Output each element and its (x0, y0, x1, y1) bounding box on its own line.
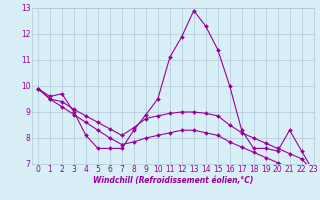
X-axis label: Windchill (Refroidissement éolien,°C): Windchill (Refroidissement éolien,°C) (92, 176, 253, 185)
